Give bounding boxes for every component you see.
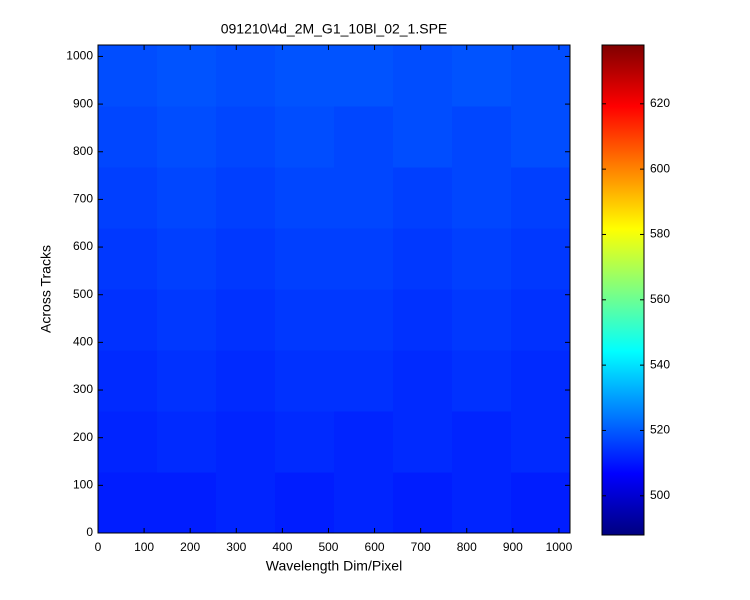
y-tick-label: 900	[73, 96, 93, 110]
heatmap-cell	[157, 411, 217, 473]
heatmap-cell	[275, 411, 335, 473]
heatmap-cell	[452, 106, 512, 168]
heatmap-cell	[452, 167, 512, 229]
heatmap-cell	[511, 289, 571, 351]
y-tick-label: 0	[86, 525, 93, 539]
heatmap-cell	[393, 228, 453, 290]
x-tick-label: 0	[95, 540, 102, 554]
heatmap-cell	[511, 106, 571, 168]
heatmap-cell	[216, 411, 276, 473]
heatmap-cell	[511, 350, 571, 412]
y-tick-label: 300	[73, 382, 93, 396]
heatmap-cell	[334, 167, 394, 229]
heatmap-cell	[216, 289, 276, 351]
x-tick-label: 600	[365, 540, 385, 554]
y-axis-label: Across Tracks	[38, 245, 54, 333]
colorbar-tick-label: 500	[650, 488, 670, 502]
heatmap-cell	[275, 228, 335, 290]
heatmap-cell	[334, 45, 394, 107]
heatmap-cell	[98, 350, 158, 412]
heatmap-cell	[157, 106, 217, 168]
heatmap-cell	[157, 472, 217, 534]
axes-box	[97, 44, 571, 534]
heatmap-cell	[334, 289, 394, 351]
x-tick-label: 100	[134, 540, 154, 554]
heatmap-cell	[157, 228, 217, 290]
heatmap-cell	[334, 106, 394, 168]
heatmap-cell	[98, 45, 158, 107]
heatmap-cell	[98, 411, 158, 473]
heatmap-cell	[334, 411, 394, 473]
x-tick-label: 700	[411, 540, 431, 554]
heatmap-cell	[511, 472, 571, 534]
heatmap-cell	[157, 167, 217, 229]
heatmap-cell	[511, 411, 571, 473]
heatmap-cell	[511, 228, 571, 290]
colorbar-tick-label: 520	[650, 423, 670, 437]
heatmap-cell	[275, 45, 335, 107]
heatmap-cell	[216, 228, 276, 290]
x-tick-label: 900	[503, 540, 523, 554]
heatmap-cell	[157, 350, 217, 412]
heatmap-cell	[511, 167, 571, 229]
heatmap-cell	[216, 167, 276, 229]
colorbar-tick-label: 580	[650, 227, 670, 241]
heatmap-cell	[393, 350, 453, 412]
heatmap-cell	[216, 350, 276, 412]
heatmap-cell	[452, 472, 512, 534]
colorbar	[601, 44, 645, 536]
colorbar-tick-label: 600	[650, 161, 670, 175]
heatmap-cell	[275, 167, 335, 229]
x-tick-label: 400	[272, 540, 292, 554]
y-tick-label: 100	[73, 478, 93, 492]
x-tick-label: 200	[180, 540, 200, 554]
chart-title: 091210\4d_2M_G1_10Bl_02_1.SPE	[221, 21, 448, 37]
heatmap-cell	[98, 167, 158, 229]
y-tick-label: 600	[73, 239, 93, 253]
heatmap-cell	[98, 472, 158, 534]
heatmap-cell	[157, 289, 217, 351]
heatmap-cell	[98, 106, 158, 168]
y-tick-label: 700	[73, 192, 93, 206]
heatmap-cell	[216, 45, 276, 107]
heatmap-cell	[275, 289, 335, 351]
heatmap-cell	[393, 45, 453, 107]
heatmap-cell	[452, 228, 512, 290]
y-tick-label: 1000	[66, 49, 93, 63]
y-tick-label: 400	[73, 335, 93, 349]
heatmap-cell	[393, 167, 453, 229]
colorbar-tick-label: 620	[650, 96, 670, 110]
heatmap-cell	[452, 411, 512, 473]
heatmap-cell	[393, 411, 453, 473]
heatmap-cell	[216, 472, 276, 534]
heatmap-cell	[216, 106, 276, 168]
x-tick-label: 1000	[546, 540, 573, 554]
heatmap-cell	[334, 228, 394, 290]
x-tick-label: 300	[226, 540, 246, 554]
heatmap-cell	[98, 228, 158, 290]
y-tick-label: 500	[73, 287, 93, 301]
heatmap-cell	[452, 289, 512, 351]
heatmap-cell	[334, 472, 394, 534]
heatmap-cell	[157, 45, 217, 107]
y-tick-label: 200	[73, 430, 93, 444]
heatmap-cell	[511, 45, 571, 107]
heatmap-cell	[275, 350, 335, 412]
heatmap-cell	[452, 350, 512, 412]
x-axis-label: Wavelength Dim/Pixel	[266, 558, 402, 574]
heatmap-cell	[334, 350, 394, 412]
heatmap-cell	[393, 289, 453, 351]
heatmap-cell	[275, 472, 335, 534]
colorbar-tick-label: 540	[650, 357, 670, 371]
heatmap-cell	[452, 45, 512, 107]
colorbar-tick-label: 560	[650, 292, 670, 306]
x-tick-label: 500	[318, 540, 338, 554]
heatmap-cell	[393, 106, 453, 168]
heatmap-cell	[98, 289, 158, 351]
heatmap-cell	[393, 472, 453, 534]
y-tick-label: 800	[73, 144, 93, 158]
heatmap-cell	[275, 106, 335, 168]
x-tick-label: 800	[457, 540, 477, 554]
